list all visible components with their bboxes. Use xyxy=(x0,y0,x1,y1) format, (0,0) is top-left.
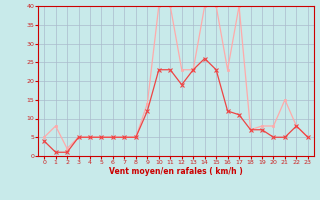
X-axis label: Vent moyen/en rafales ( km/h ): Vent moyen/en rafales ( km/h ) xyxy=(109,167,243,176)
